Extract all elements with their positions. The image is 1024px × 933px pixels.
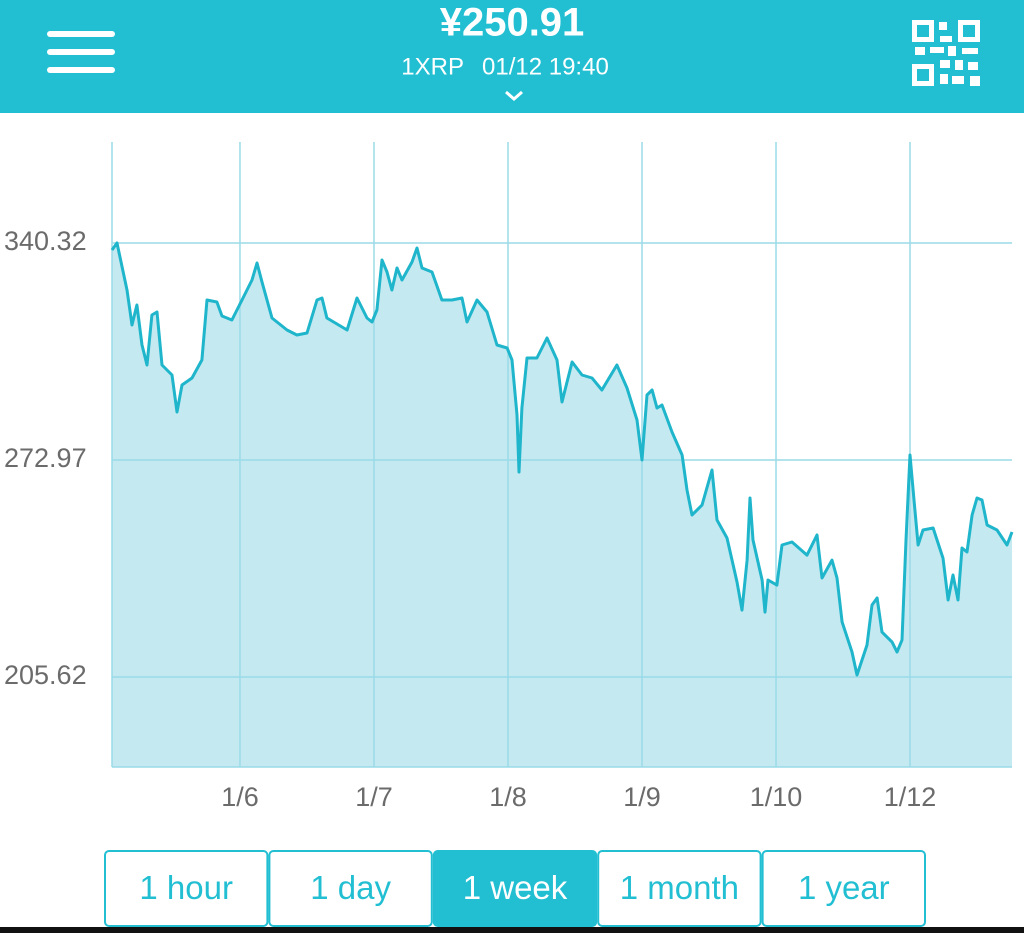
range-button-label[interactable]: 1 month bbox=[620, 869, 739, 906]
range-button[interactable] bbox=[268, 850, 433, 927]
price-line bbox=[110, 241, 1014, 677]
x-tick-label: 1/12 bbox=[884, 782, 937, 812]
price: ¥250.91 bbox=[440, 1, 585, 45]
x-tick-label: 1/9 bbox=[623, 782, 661, 812]
menu-button[interactable] bbox=[47, 31, 115, 73]
y-tick-label: 340.32 bbox=[4, 226, 87, 256]
header-bar bbox=[0, 0, 1024, 113]
x-tick-label: 1/10 bbox=[750, 782, 803, 812]
x-tick-label: 1/6 bbox=[221, 782, 259, 812]
range-button-label[interactable]: 1 year bbox=[798, 869, 890, 906]
bottom-edge bbox=[0, 927, 1024, 933]
qr-button[interactable] bbox=[912, 20, 980, 86]
range-button[interactable] bbox=[432, 850, 598, 927]
y-tick-label: 272.97 bbox=[4, 443, 87, 473]
unit: 1XRP bbox=[401, 53, 464, 80]
timestamp: 01/12 19:40 bbox=[482, 53, 609, 80]
range-button-label[interactable]: 1 day bbox=[310, 869, 391, 906]
range-button-label[interactable]: 1 week bbox=[463, 869, 568, 906]
expand-chevron[interactable] bbox=[505, 90, 523, 101]
y-tick-label: 205.62 bbox=[4, 660, 87, 690]
range-button[interactable] bbox=[597, 850, 762, 927]
range-button-label[interactable]: 1 hour bbox=[139, 869, 233, 906]
range-button[interactable] bbox=[761, 850, 926, 927]
x-tick-label: 1/8 bbox=[489, 782, 527, 812]
x-tick-label: 1/7 bbox=[355, 782, 393, 812]
range-button[interactable] bbox=[104, 850, 269, 927]
area-fill bbox=[112, 243, 1012, 767]
